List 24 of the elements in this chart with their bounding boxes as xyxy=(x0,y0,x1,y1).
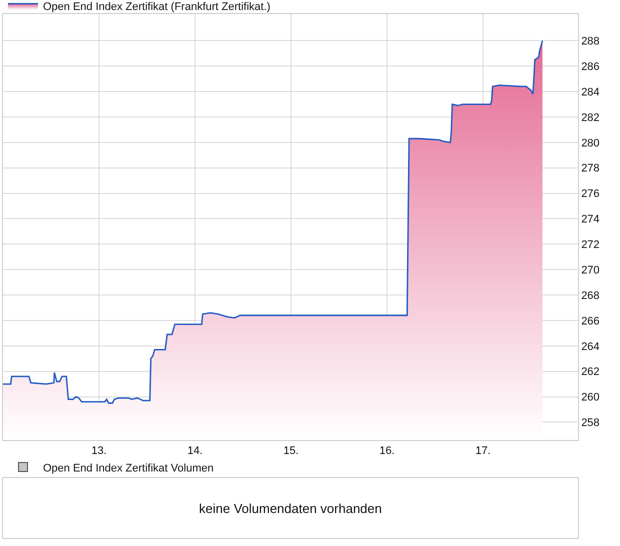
y-tick-label: 272 xyxy=(581,239,600,252)
y-tick-label: 262 xyxy=(581,366,600,378)
y-tick-label: 282 xyxy=(581,112,600,124)
y-tick-label: 274 xyxy=(581,214,600,226)
y-tick-label: 258 xyxy=(581,417,600,430)
y-tick-label: 288 xyxy=(581,36,600,48)
y-tick-label: 268 xyxy=(581,290,600,302)
x-tick-label: 13. xyxy=(91,445,107,458)
y-tick-label: 276 xyxy=(581,188,600,200)
legend-label: Open End Index Zertifikat Volumen xyxy=(43,462,214,474)
y-tick-label: 286 xyxy=(581,60,600,73)
x-tick-label: 15. xyxy=(283,445,299,458)
x-tick-label: 17. xyxy=(475,445,491,458)
y-tick-label: 270 xyxy=(581,264,600,276)
text: keine Volumendaten vorhanden xyxy=(199,501,382,516)
x-tick-label: 14. xyxy=(187,445,203,458)
y-tick-label: 284 xyxy=(581,86,600,98)
x-tick-label: 16. xyxy=(379,445,395,458)
y-tick-label: 280 xyxy=(581,137,600,150)
y-tick-label: 266 xyxy=(581,315,600,328)
y-tick-label: 278 xyxy=(581,162,600,175)
y-tick-label: 260 xyxy=(581,392,600,404)
legend-label: Open End Index Zertifikat (Frankfurt Zertifikat.) xyxy=(43,1,270,13)
y-tick-label: 264 xyxy=(581,340,600,353)
